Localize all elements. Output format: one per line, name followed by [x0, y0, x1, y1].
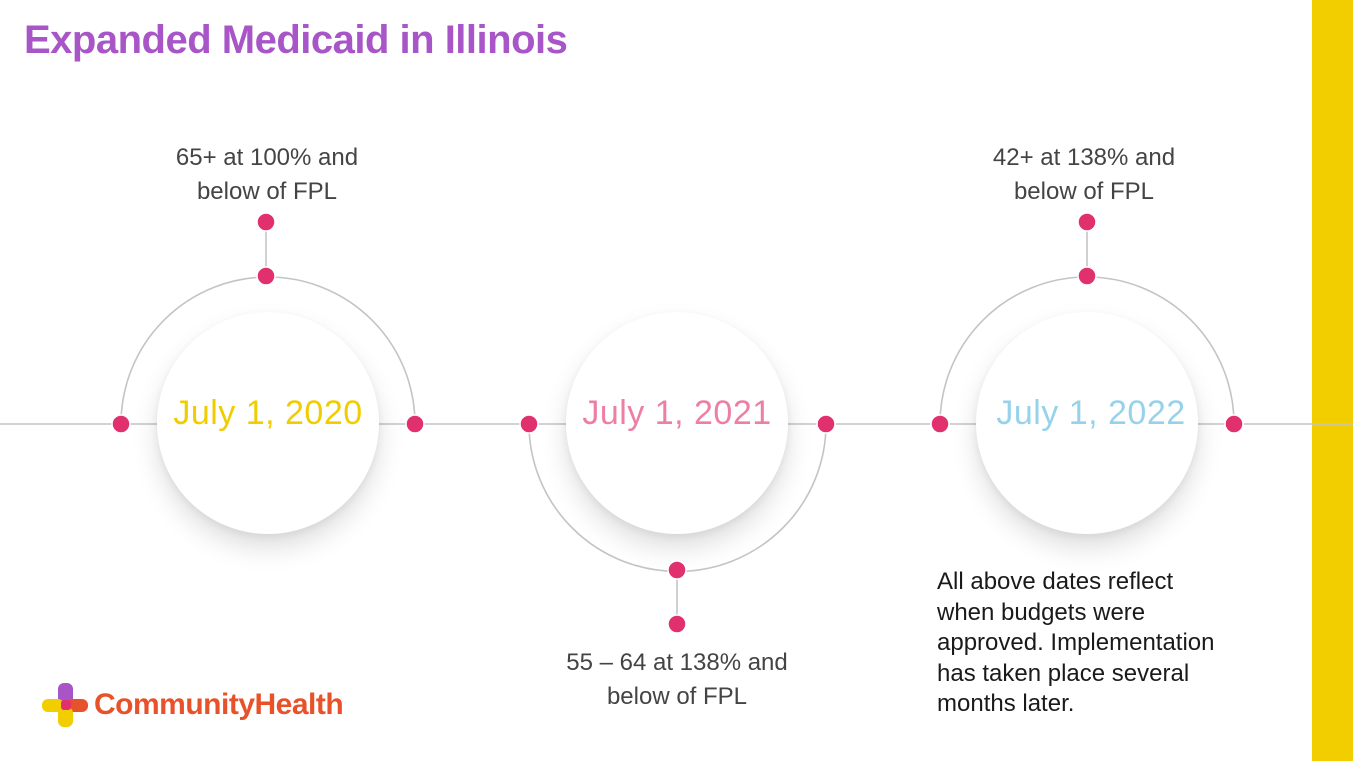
- milestone-date-2021: July 1, 2021: [582, 394, 772, 432]
- dot-2022-left: [930, 414, 950, 434]
- logo-text: CommunityHealth: [94, 688, 344, 721]
- date-circle-2022: [976, 312, 1198, 534]
- community-health-cross-icon: [42, 683, 90, 727]
- footnote-line-4: has taken place several: [937, 659, 1190, 687]
- footnote-line-2: when budgets were: [937, 598, 1146, 626]
- milestone-label-2021-line-2: below of FPL: [606, 683, 748, 710]
- date-circle-2020: [157, 312, 379, 534]
- dot-2021-right: [816, 414, 836, 434]
- dot-2020-right: [405, 414, 425, 434]
- footnote-line-1: All above dates reflect: [937, 568, 1174, 595]
- dot-2021-left: [519, 414, 539, 434]
- dot-2022-right: [1224, 414, 1244, 434]
- milestone-label-2021: 55 – 64 at 138% and below of FPL: [517, 646, 837, 714]
- milestone-label-2021-line-1: 55 – 64 at 138% and: [566, 649, 788, 676]
- footnote-line-3: approved. Implementation: [937, 629, 1215, 656]
- community-health-logo: CommunityHealth: [42, 683, 344, 727]
- dot-2020-top: [256, 266, 276, 286]
- dot-2020-stem: [256, 212, 276, 232]
- milestone-label-2022: 42+ at 138% and below of FPL: [924, 141, 1244, 209]
- footnote: All above dates reflect when budgets wer…: [937, 567, 1297, 720]
- milestone-label-2022-line-2: below of FPL: [1013, 178, 1155, 205]
- milestone-date-2020: July 1, 2020: [173, 394, 363, 432]
- dot-2022-top: [1077, 266, 1097, 286]
- milestone-label-2022-line-1: 42+ at 138% and: [992, 144, 1176, 171]
- dot-2022-stem: [1077, 212, 1097, 232]
- milestone-label-2020-line-1: 65+ at 100% and: [175, 144, 359, 171]
- page-title: Expanded Medicaid in Illinois: [24, 18, 568, 62]
- dot-2021-bottom: [667, 560, 687, 580]
- footnote-line-5: months later.: [937, 690, 1075, 717]
- milestone-label-2020-line-2: below of FPL: [196, 178, 338, 205]
- milestone-date-2022: July 1, 2022: [996, 394, 1186, 432]
- dot-2020-left: [111, 414, 131, 434]
- milestone-label-2020: 65+ at 100% and below of FPL: [107, 141, 427, 209]
- right-accent-bar: [1312, 0, 1353, 761]
- date-circle-2021: [566, 312, 788, 534]
- dot-2021-stem: [667, 614, 687, 634]
